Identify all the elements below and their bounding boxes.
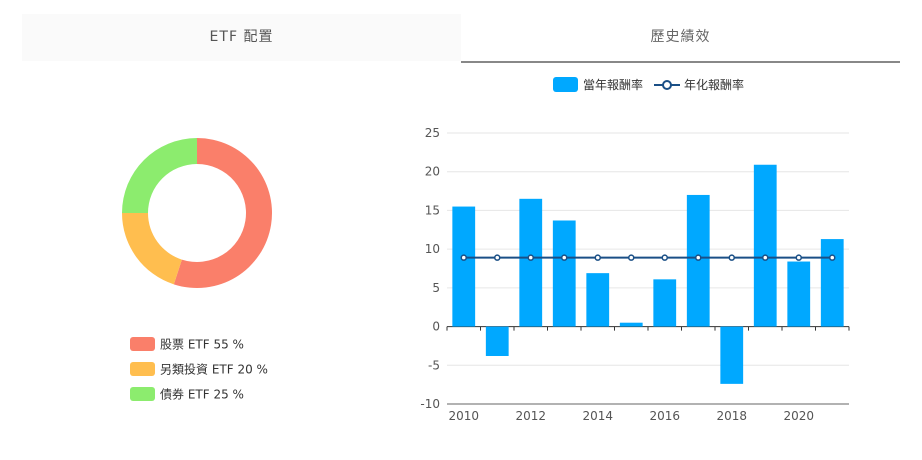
bar <box>485 326 509 356</box>
donut-slice <box>173 138 272 288</box>
line-point <box>594 254 601 261</box>
line-point <box>695 254 702 261</box>
legend-label: 另類投資 ETF 20 % <box>160 362 268 377</box>
line-point <box>460 254 467 261</box>
bar <box>519 198 543 327</box>
line-point <box>829 254 836 261</box>
x-tick-label: 2018 <box>716 409 747 423</box>
bar <box>586 273 610 327</box>
x-tick-label: 2016 <box>649 409 680 423</box>
legend-swatch <box>130 387 155 401</box>
line-point <box>527 254 534 261</box>
line-point <box>728 254 735 261</box>
bar <box>787 261 811 327</box>
y-tick-label: 15 <box>425 203 440 217</box>
y-tick-label: 10 <box>425 242 440 256</box>
x-tick-label: 2014 <box>582 409 613 423</box>
line-point <box>494 254 501 261</box>
bar <box>552 220 576 327</box>
bar <box>720 326 744 384</box>
legend-label: 債券 ETF 25 % <box>160 387 244 402</box>
bar <box>753 164 777 327</box>
x-tick-label: 2012 <box>515 409 546 423</box>
line-point <box>628 254 635 261</box>
legend-label: 股票 ETF 55 % <box>160 338 244 352</box>
bar <box>653 279 677 327</box>
legend-swatch-bar <box>553 77 578 92</box>
bar <box>820 239 844 327</box>
donut-slice <box>122 213 182 285</box>
line-point <box>762 254 769 261</box>
y-tick-label: 25 <box>425 126 440 140</box>
legend-swatch <box>130 337 155 351</box>
bar <box>452 206 476 327</box>
line-point <box>795 254 802 261</box>
line-point <box>561 254 568 261</box>
line-point <box>661 254 668 261</box>
tab-etf-allocation[interactable]: ETF 配置 <box>22 14 461 61</box>
bar <box>619 322 643 327</box>
tab-bar: ETF 配置 歷史績效 <box>22 14 900 63</box>
legend-swatch <box>130 362 155 376</box>
tab-historical-performance[interactable]: 歷史績效 <box>461 14 900 63</box>
x-tick-label: 2020 <box>783 409 814 423</box>
legend-swatch-marker <box>662 80 672 90</box>
donut-slice <box>122 138 197 213</box>
x-tick-label: 2010 <box>448 409 479 423</box>
y-tick-label: 5 <box>432 281 440 295</box>
y-tick-label: 0 <box>432 320 440 334</box>
legend-label-bar: 當年報酬率 <box>583 77 643 92</box>
allocation-donut-chart: 股票 ETF 55 % 另類投資 ETF 20 % 債券 ETF 25 % <box>122 138 272 402</box>
legend-label-line: 年化報酬率 <box>684 77 744 92</box>
y-tick-label: -5 <box>428 358 440 372</box>
y-tick-label: -10 <box>420 397 440 411</box>
y-tick-label: 20 <box>425 165 440 179</box>
